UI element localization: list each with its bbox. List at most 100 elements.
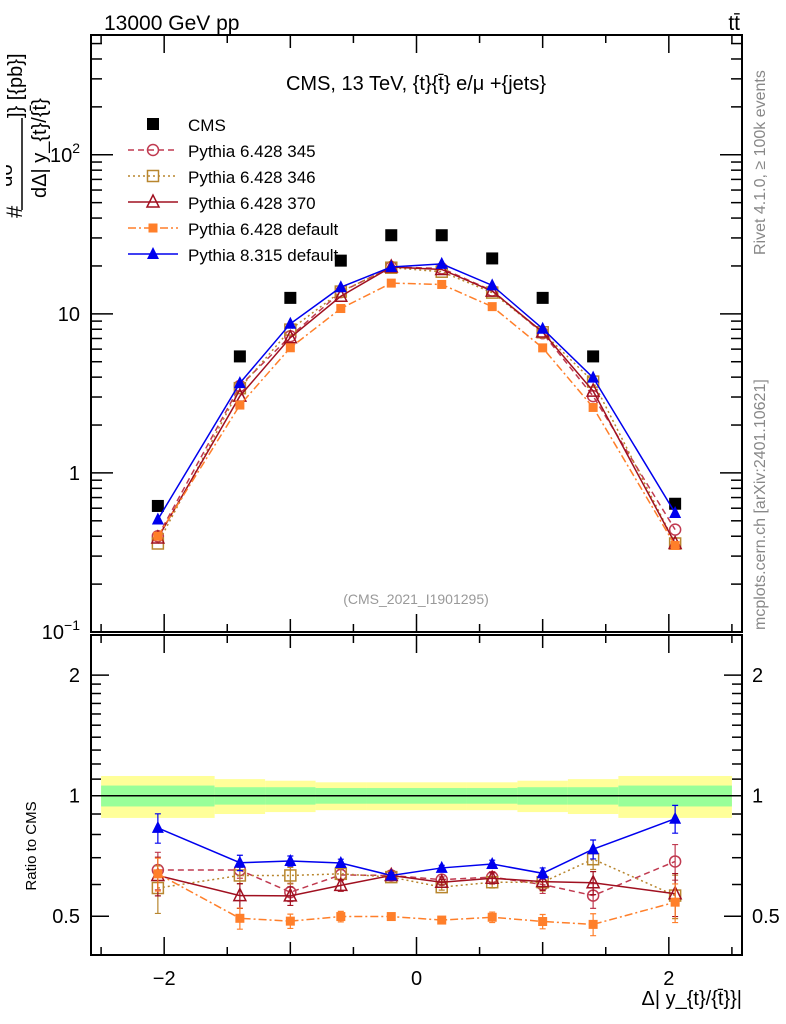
data-point-pythia-6-428-default (235, 400, 245, 410)
data-point-pythia-6-428-default (386, 278, 396, 288)
legend-marker (145, 193, 161, 208)
data-point-pythia-8-315-default (151, 512, 164, 525)
ratio-line-pythia-6-428-370 (157, 874, 676, 897)
data-point-pythia-6-428-default (670, 540, 680, 550)
data-point-pythia-6-428-default (538, 343, 548, 353)
legend: CMS Pythia 6.428 345 Pythia 6.428 346 Pythi… (128, 116, 339, 265)
data-point-cms (233, 350, 246, 363)
data-point-pythia-6-428-default (487, 302, 497, 312)
legend-item-cms: CMS (147, 116, 226, 135)
ratio-point-pythia-6-428-default (588, 919, 598, 929)
ratio-point-pythia-8-315-default (587, 842, 600, 855)
ratio-point-pythia-6-428-default (386, 912, 396, 922)
legend-item-pythia-6-428-346: Pythia 6.428 346 (128, 168, 316, 187)
legend-marker (146, 169, 160, 183)
ratio-line-pythia-6-428-346 (157, 858, 676, 897)
data-point-pythia-8-315-default (334, 280, 347, 293)
legend-item-pythia-8-315-default: Pythia 8.315 default (128, 246, 339, 265)
data-point-cms (587, 350, 600, 363)
data-point-pythia-6-428-default (437, 279, 447, 289)
ratio-y-tick-label-left: 1 (69, 786, 80, 808)
legend-item-pythia-6-428-370: Pythia 6.428 370 (128, 193, 316, 213)
ratio-point-pythia-6-428-370 (535, 872, 550, 888)
y-axis-label-denominator: dΔ| y_{t}/{t̄} (29, 98, 51, 198)
ratio-panel: −2 0 2 0.5 0.5 1 1 2 2 (52, 614, 780, 990)
ratio-y-tick-label-right: 0.5 (752, 906, 780, 928)
analysis-id-watermark: (CMS_2021_I1901295) (343, 591, 489, 607)
main-panel: 10−1 1 10 102 (42, 34, 743, 653)
ratio-point-pythia-8-315-default (536, 866, 549, 879)
data-point-cms (435, 229, 448, 242)
ratio-point-pythia-8-315-default (385, 868, 398, 881)
y-tick-label: 10−1 (42, 617, 80, 644)
data-point-pythia-8-315-default (435, 256, 448, 269)
y-tick-label-exponent: −1 (64, 617, 80, 633)
ratio-point-pythia-6-428-346 (284, 869, 297, 882)
ratio-point-pythia-8-315-default (334, 856, 347, 869)
data-point-pythia-6-428-default (336, 304, 346, 314)
data-point-pythia-8-315-default (284, 316, 297, 329)
side-label-rivet: Rivet 4.1.0, ≥ 100k events (752, 70, 769, 255)
ratio-y-tick-label-right: 2 (752, 665, 763, 687)
data-point-pythia-8-315-default (486, 278, 499, 291)
legend-label: CMS (188, 116, 226, 135)
legend-item-pythia-6-428-default: Pythia 6.428 default (128, 220, 339, 239)
data-point-pythia-6-428-370 (333, 287, 349, 302)
ratio-point-pythia-6-428-370 (585, 874, 601, 889)
legend-label: Pythia 6.428 346 (188, 168, 316, 187)
data-point-pythia-6-428-default (285, 343, 295, 353)
ratio-point-pythia-6-428-345 (668, 855, 682, 868)
ratio-point-pythia-8-315-default (284, 853, 297, 866)
y-tick-label-exponent: 2 (72, 140, 80, 156)
x-tick-label: 2 (663, 968, 674, 990)
x-tick-label: 0 (411, 968, 422, 990)
y-axis-label-hash: # (2, 205, 27, 218)
y-axis-label-units: ]} [{pb}] (5, 53, 27, 118)
ratio-point-pythia-6-428-default (336, 912, 346, 922)
ratio-point-pythia-8-315-default (669, 811, 682, 824)
data-point-pythia-6-428-370 (585, 382, 601, 397)
data-point-pythia-6-428-370 (283, 329, 298, 344)
ratio-y-tick-label-left: 2 (69, 665, 80, 687)
y-tick-label: 1 (69, 463, 80, 485)
data-point-pythia-8-315-default (536, 321, 549, 334)
data-point-cms (151, 499, 164, 512)
series-line-pythia-6-428-346 (157, 266, 676, 544)
ratio-point-pythia-8-315-default (233, 855, 246, 868)
ratio-line-pythia-6-428-default (157, 873, 676, 926)
ratio-point-pythia-6-428-370 (232, 886, 248, 902)
ratio-y-axis-label: Ratio to CMS (23, 801, 40, 890)
legend-label: Pythia 8.315 default (188, 246, 339, 265)
legend-label: Pythia 6.428 345 (188, 142, 316, 161)
ratio-point-pythia-6-428-default (487, 912, 497, 922)
data-point-pythia-8-315-default (669, 505, 682, 518)
ratio-point-pythia-6-428-default (538, 916, 548, 926)
series-line-pythia-6-428-default (157, 282, 676, 546)
data-point-cms (334, 254, 347, 267)
legend-label: Pythia 6.428 370 (188, 194, 316, 213)
ratio-point-pythia-6-428-370 (333, 876, 349, 892)
ratio-point-pythia-6-428-370 (434, 873, 449, 888)
side-label-mcplots: mcplots.cern.ch [arXiv:2401.10621] (752, 379, 769, 630)
legend-marker (146, 143, 160, 157)
x-tick-label: −2 (153, 968, 176, 990)
ratio-point-pythia-6-428-default (153, 869, 163, 879)
legend-marker (147, 247, 159, 259)
data-point-cms (486, 252, 499, 265)
data-point-pythia-8-315-default (587, 370, 600, 383)
ratio-point-pythia-6-428-default (285, 916, 295, 926)
data-point-pythia-6-428-default (588, 402, 598, 412)
process-label: tt̄ (728, 12, 740, 35)
ratio-point-pythia-6-428-default (437, 915, 447, 925)
ratio-y-tick-label-right: 1 (752, 786, 763, 808)
legend-label: Pythia 6.428 default (188, 220, 339, 239)
ratio-point-pythia-8-315-default (435, 860, 448, 873)
data-point-cms (284, 291, 297, 304)
y-tick-label: 10 (58, 304, 80, 326)
ratio-point-pythia-6-428-370 (283, 887, 298, 902)
ratio-point-pythia-8-315-default (486, 857, 499, 870)
ratio-point-pythia-6-428-370 (484, 869, 500, 884)
y-tick-label: 102 (50, 140, 80, 167)
x-axis-label: Δ| y_{t}/{t̄}}| (642, 988, 743, 1010)
